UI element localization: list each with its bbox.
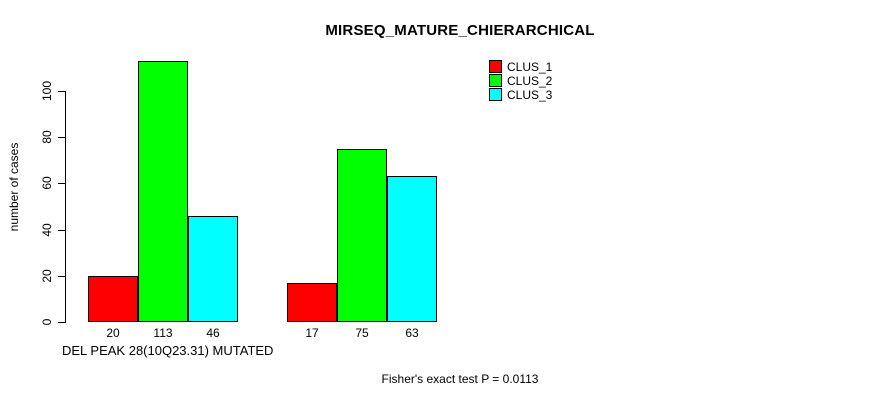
legend-item-clus_3: CLUS_3 (489, 87, 553, 102)
legend-label: CLUS_3 (507, 87, 553, 102)
legend-item-clus_1: CLUS_1 (489, 59, 553, 74)
legend-swatch-icon (489, 88, 502, 101)
legend-item-clus_2: CLUS_2 (489, 73, 553, 88)
y-tick-label: 20 (40, 269, 54, 283)
chart-title: MIRSEQ_MATURE_CHIERARCHICAL (325, 22, 595, 39)
y-tick-mark (58, 91, 65, 92)
legend: CLUS_1 CLUS_2 CLUS_3 (489, 60, 552, 102)
bar-clus_2-group2 (337, 149, 387, 322)
y-tick-mark (58, 229, 65, 231)
legend-label: CLUS_2 (507, 73, 553, 88)
bar-clus_2-group1 (138, 61, 188, 322)
bar-clus_3-group1 (188, 216, 238, 322)
y-axis-line (65, 91, 66, 323)
y-tick-mark (58, 275, 65, 277)
legend-label: CLUS_1 (507, 59, 553, 74)
x-axis-label: DEL PEAK 28(10Q23.31) MUTATED (62, 343, 274, 358)
pvalue-annotation: Fisher's exact test P = 0.0113 (381, 372, 539, 386)
bar-value-label: 75 (355, 326, 369, 340)
y-tick-mark (58, 183, 65, 185)
bar-value-label: 46 (206, 326, 220, 340)
legend-swatch-icon (489, 60, 502, 73)
y-tick-label: 80 (40, 130, 54, 144)
y-tick-mark (58, 322, 65, 323)
bar-value-label: 63 (405, 326, 419, 340)
legend-swatch-icon (489, 74, 502, 87)
y-tick-label: 0 (40, 318, 54, 326)
y-axis-label: number of cases (7, 142, 21, 232)
bar-value-label: 17 (305, 326, 319, 340)
bar-clus_1-group2 (287, 283, 337, 322)
bar-clus_3-group2 (387, 176, 437, 322)
y-tick-label: 60 (40, 176, 54, 191)
y-tick-mark (58, 137, 65, 139)
bar-value-label: 113 (153, 326, 173, 340)
bar-clus_1-group1 (88, 276, 138, 322)
y-tick-label: 40 (40, 222, 54, 237)
y-tick-label: 100 (40, 80, 54, 102)
bar-value-label: 20 (106, 326, 120, 340)
